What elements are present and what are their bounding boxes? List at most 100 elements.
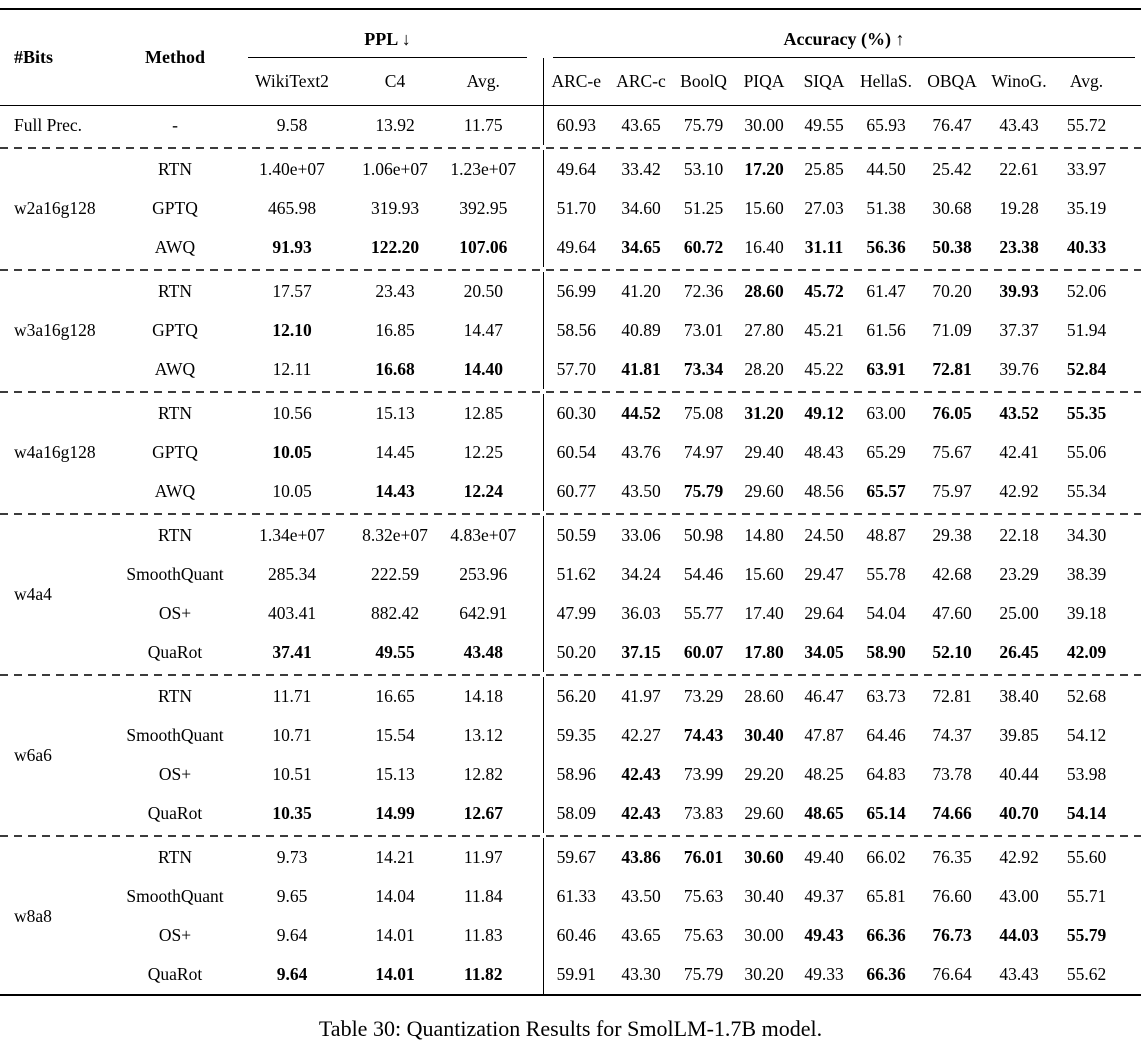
cell-acc-piqa: 30.40	[744, 725, 784, 745]
cell-acc-hellas: 65.57	[866, 481, 906, 501]
cell-ppl-c4: 1.06e+07	[362, 159, 428, 179]
cell-acc-arce: 49.64	[542, 150, 609, 189]
cell-acc-piqa: 30.00	[744, 925, 784, 945]
cell-acc-arce: 60.46	[542, 916, 609, 955]
cell-method: RTN	[158, 281, 192, 301]
cell-method: RTN	[158, 686, 192, 706]
cell-acc-winog: 40.44	[999, 764, 1039, 784]
cell-acc-arcc: 43.76	[621, 442, 661, 462]
cell-acc-hellas: 63.00	[866, 403, 906, 423]
table-row: QuaRot 9.64 14.01 11.82 59.91 43.30 75.79 30.20…	[0, 955, 1141, 995]
cell-acc-piqa: 28.60	[744, 686, 784, 706]
table-row: AWQ 91.93 122.20 107.06 49.64 34.65 60.72 16.40…	[0, 228, 1141, 267]
cell-acc-boolq: 60.07	[683, 642, 724, 662]
cell-ppl-avg: 1.23e+07	[450, 159, 517, 179]
cell-acc-arce: 56.99	[542, 272, 609, 311]
cell-acc-avg: 55.79	[1066, 925, 1107, 945]
cell-acc-siqa: 45.72	[804, 281, 844, 301]
cell-ppl-c4: 23.43	[375, 281, 415, 301]
cell-acc-avg: 35.19	[1066, 198, 1107, 218]
cell-acc-piqa: 30.00	[744, 115, 784, 135]
cell-method: SmoothQuant	[126, 725, 224, 745]
cell-acc-arcc: 43.50	[621, 481, 661, 501]
cell-acc-piqa: 17.20	[744, 159, 784, 179]
quantization-results-table: #Bits Method PPL ↓ Accuracy (%) ↑ WikiTe…	[0, 8, 1141, 996]
cell-acc-arcc: 33.06	[621, 525, 661, 545]
cell-acc-winog: 42.92	[999, 847, 1039, 867]
cell-acc-avg: 34.30	[1066, 525, 1107, 545]
cell-bits: w3a16g128	[14, 320, 96, 340]
cell-method: SmoothQuant	[126, 886, 224, 906]
cell-method: OS+	[158, 603, 192, 623]
cell-acc-boolq: 55.77	[683, 603, 724, 623]
cell-ppl-c4: 15.54	[375, 725, 415, 745]
cell-acc-obqa: 72.81	[932, 686, 972, 706]
cell-acc-siqa: 46.47	[804, 686, 844, 706]
cell-ppl-c4: 882.42	[370, 603, 420, 623]
cell-acc-winog: 23.29	[999, 564, 1039, 584]
cell-method: QuaRot	[147, 964, 203, 984]
cell-method: RTN	[158, 403, 192, 423]
group-separator-line	[0, 267, 1141, 272]
cell-ppl-wikitext2: 10.05	[272, 481, 312, 501]
cell-acc-avg: 55.35	[1066, 403, 1107, 423]
cell-ppl-wikitext2: 9.73	[276, 847, 308, 867]
table-row: w3a16g128 RTN 17.57 23.43 20.50 56.99 41.20 72.…	[0, 272, 1141, 340]
table-row: w2a16g128 RTN 1.40e+07 1.06e+07 1.23e+07 49.6…	[0, 150, 1141, 218]
col-header-siqa: SIQA	[794, 58, 854, 106]
cell-acc-boolq: 73.34	[683, 359, 724, 379]
cell-ppl-avg: 12.85	[463, 403, 503, 423]
cell-acc-avg: 33.97	[1066, 159, 1107, 179]
col-group-ppl: PPL ↓	[238, 9, 543, 58]
cell-ppl-c4: 15.13	[375, 764, 415, 784]
cell-acc-arcc: 44.52	[621, 403, 661, 423]
cell-ppl-c4: 13.92	[375, 115, 415, 135]
cell-acc-obqa: 76.73	[932, 925, 972, 945]
cell-acc-siqa: 34.05	[804, 642, 844, 662]
cell-acc-boolq: 73.01	[683, 320, 724, 340]
cell-acc-hellas: 61.56	[866, 320, 906, 340]
group-separator	[0, 145, 1141, 150]
cell-ppl-wikitext2: 10.35	[272, 803, 312, 823]
table-row: QuaRot 37.41 49.55 43.48 50.20 37.15 60.07 17.8…	[0, 633, 1141, 672]
cell-acc-arce: 59.35	[542, 716, 609, 755]
cell-acc-obqa: 76.64	[932, 964, 972, 984]
cell-acc-siqa: 45.22	[804, 359, 844, 379]
cell-acc-siqa: 25.85	[804, 159, 844, 179]
cell-ppl-avg: 14.18	[463, 686, 503, 706]
table-row: GPTQ 12.10 16.85 14.47 58.56 40.89 73.01 27.80 4…	[0, 311, 1141, 350]
cell-acc-piqa: 30.60	[744, 847, 784, 867]
cell-ppl-avg: 12.67	[463, 803, 503, 823]
cell-ppl-avg: 12.25	[463, 442, 503, 462]
group-separator-line	[0, 511, 1141, 516]
cell-acc-boolq: 75.79	[683, 964, 724, 984]
cell-ppl-wikitext2: 37.41	[272, 642, 312, 662]
col-header-wikitext2: WikiText2	[238, 58, 346, 106]
cell-ppl-avg: 11.75	[463, 115, 503, 135]
cell-method: QuaRot	[147, 642, 203, 662]
cell-acc-boolq: 73.83	[683, 803, 724, 823]
cell-ppl-wikitext2: 12.11	[272, 359, 312, 379]
cell-bits: w4a16g128	[14, 442, 96, 462]
cell-bits: Full Prec.	[14, 115, 83, 135]
accuracy-group-label: Accuracy (%) ↑	[783, 29, 905, 49]
cell-acc-hellas: 66.02	[866, 847, 906, 867]
cell-ppl-avg: 14.47	[463, 320, 503, 340]
cell-acc-arcc: 41.20	[621, 281, 661, 301]
cell-acc-piqa: 29.20	[744, 764, 784, 784]
cell-acc-boolq: 72.36	[683, 281, 724, 301]
cell-acc-siqa: 49.33	[804, 964, 844, 984]
col-header-arc-e: ARC-e	[542, 58, 609, 106]
cell-acc-piqa: 14.80	[744, 525, 784, 545]
cell-acc-winog: 43.43	[999, 964, 1039, 984]
cell-acc-obqa: 30.68	[932, 198, 972, 218]
cell-acc-arcc: 42.43	[621, 764, 661, 784]
cell-acc-obqa: 74.37	[932, 725, 972, 745]
cell-acc-winog: 26.45	[999, 642, 1039, 662]
cell-acc-avg: 55.71	[1066, 886, 1107, 906]
group-separator	[0, 833, 1141, 838]
cell-ppl-wikitext2: 9.64	[276, 964, 308, 984]
cell-acc-boolq: 75.08	[683, 403, 724, 423]
cell-acc-arce: 51.62	[542, 555, 609, 594]
